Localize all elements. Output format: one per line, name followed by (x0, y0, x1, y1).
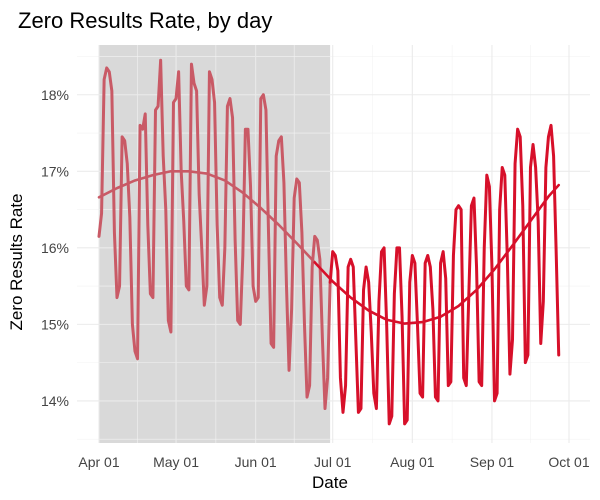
x-tick-label: Jul 01 (314, 454, 352, 470)
y-tick-label: 15% (41, 316, 69, 332)
y-tick-label: 14% (41, 393, 69, 409)
y-tick-label: 16% (41, 240, 69, 256)
x-tick-label: Oct 01 (548, 454, 589, 470)
daily-line-before (97, 58, 332, 411)
x-axis-title: Date (312, 473, 348, 492)
x-tick-label: May 01 (153, 454, 199, 470)
y-tick-label: 17% (41, 163, 69, 179)
x-axis-ticks: Apr 01 May 01 Jun 01 Jul 01 Aug 01 Sep 01 Oct … (78, 454, 589, 470)
x-tick-label: Jun 01 (235, 454, 277, 470)
daily-line-after (328, 123, 561, 426)
smoothed-line-before (97, 169, 317, 264)
smoothed-line-after (313, 183, 561, 325)
x-tick-label: Apr 01 (78, 454, 119, 470)
y-axis-ticks: 14% 15% 16% 17% 18% (41, 87, 69, 409)
series-layer (97, 58, 561, 426)
chart-title: Zero Results Rate, by day (18, 8, 272, 33)
x-tick-label: Sep 01 (470, 454, 515, 470)
y-tick-label: 18% (41, 87, 69, 103)
x-tick-label: Aug 01 (390, 454, 435, 470)
y-axis-title: Zero Results Rate (7, 194, 26, 331)
